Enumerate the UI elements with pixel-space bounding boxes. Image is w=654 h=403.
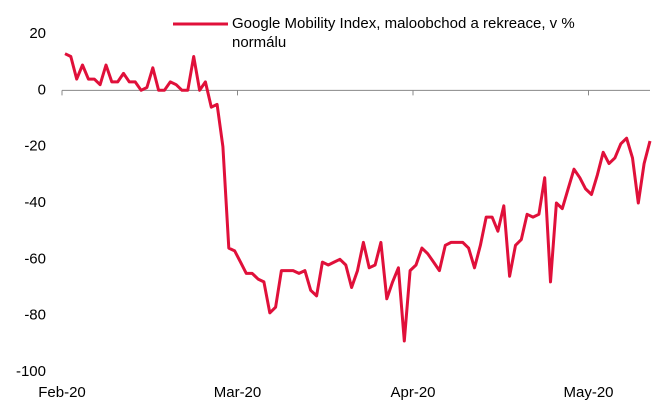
y-tick-label: -100: [16, 363, 46, 380]
y-tick-label: -80: [24, 307, 46, 324]
x-tick-label: Mar-20: [214, 384, 262, 401]
y-tick-label: -40: [24, 194, 46, 211]
data-line: [64, 52, 652, 343]
y-tick-label: -60: [24, 250, 46, 267]
x-tick-label: Feb-20: [38, 384, 86, 401]
x-tick-label: May-20: [563, 384, 613, 401]
y-tick-label: -20: [24, 138, 46, 155]
y-tick-label: 20: [29, 25, 46, 42]
legend-label: Google Mobility Index, maloobchod a rekr…: [232, 15, 575, 51]
y-tick-label: 0: [38, 81, 46, 98]
x-tick-label: Apr-20: [390, 384, 435, 401]
